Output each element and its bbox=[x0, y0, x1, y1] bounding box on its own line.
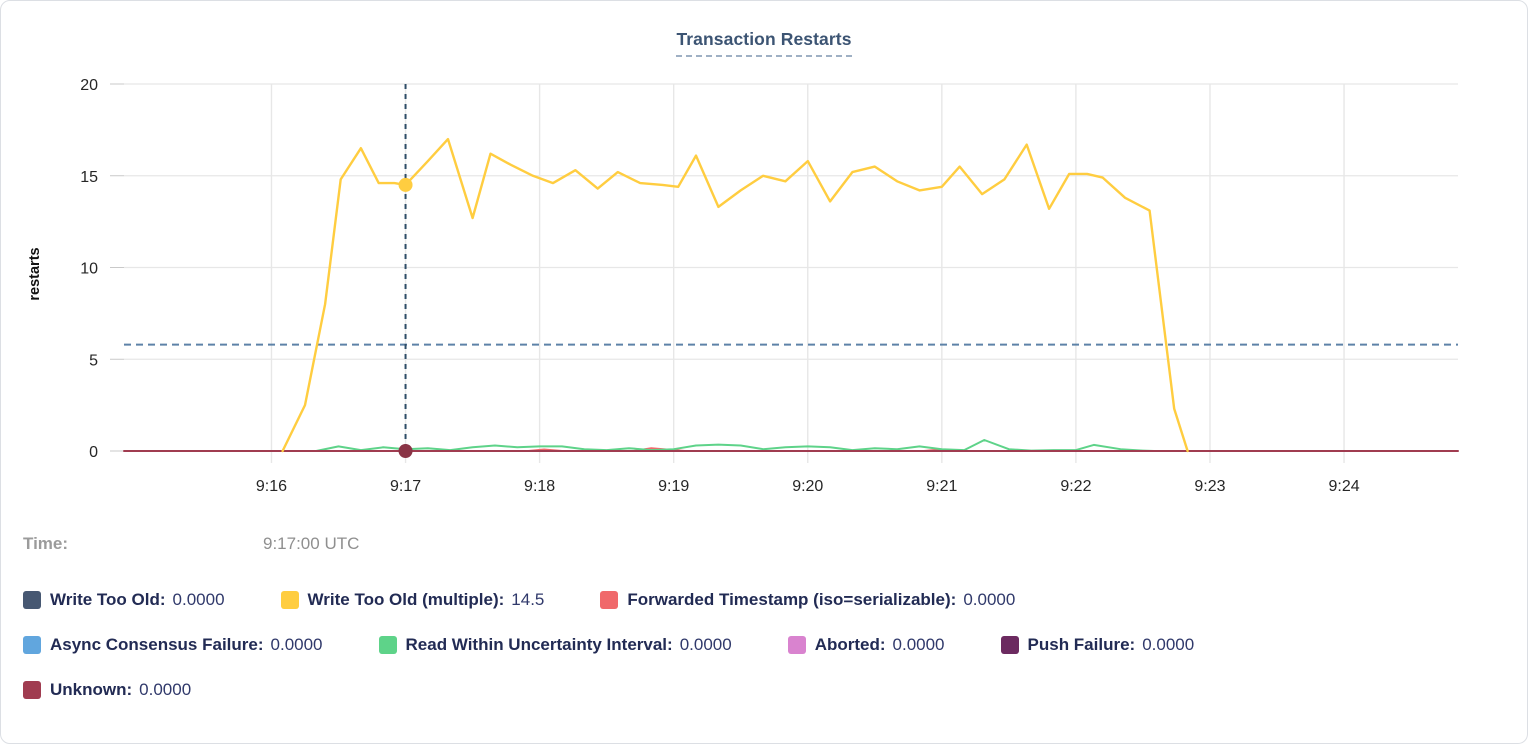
legend-value: 0.0000 bbox=[1142, 635, 1195, 654]
legend-swatch-async-consensus-failure bbox=[23, 636, 41, 654]
legend-item-read-within-uncertainty-interval[interactable]: Read Within Uncertainty Interval: 0.0000 bbox=[378, 635, 732, 655]
legend-swatch-push-failure bbox=[1000, 636, 1019, 654]
legend-row-1: Write Too Old: 0.0000 Write Too Old (multi… bbox=[23, 590, 1015, 610]
x-tick-label: 9:17 bbox=[390, 478, 421, 495]
legend-item-push-failure[interactable]: Push Failure: 0.0000 bbox=[1000, 635, 1195, 655]
legend-item-forwarded-timestamp-iso-serializable[interactable]: Forwarded Timestamp (iso=serializable): 0… bbox=[600, 590, 1015, 610]
legend-value: 0.0000 bbox=[963, 590, 1016, 609]
x-tick-label: 9:22 bbox=[1060, 478, 1091, 495]
legend-label: Async Consensus Failure: bbox=[50, 635, 264, 654]
x-tick-label: 9:19 bbox=[658, 478, 689, 495]
hover-time-value: 9:17:00 UTC bbox=[263, 534, 360, 553]
x-tick-label: 9:21 bbox=[926, 478, 957, 495]
legend-value: 0.0000 bbox=[172, 590, 225, 609]
legend-label: Read Within Uncertainty Interval: bbox=[405, 635, 673, 654]
legend-item-unknown[interactable]: Unknown: 0.0000 bbox=[23, 680, 191, 700]
hover-time-row: Time: 9:17:00 UTC bbox=[23, 534, 359, 554]
legend-item-async-consensus-failure[interactable]: Async Consensus Failure: 0.0000 bbox=[23, 635, 323, 655]
hover-marker-write-too-old-multiple bbox=[398, 177, 413, 192]
chart-title[interactable]: Transaction Restarts bbox=[676, 29, 852, 57]
x-tick-label: 9:16 bbox=[256, 478, 287, 495]
legend-value: 0.0000 bbox=[139, 680, 192, 699]
legend-row-2: Async Consensus Failure: 0.0000 Read Withi… bbox=[23, 635, 1194, 655]
series-line-write-too-old-multiple bbox=[281, 137, 1189, 453]
legend-item-write-too-old-multiple[interactable]: Write Too Old (multiple): 14.5 bbox=[280, 590, 545, 610]
hover-marker-unknown bbox=[398, 444, 413, 458]
legend-swatch-read-within-uncertainty-interval bbox=[378, 636, 397, 654]
series-line-read-within-uncertainty-interval bbox=[315, 439, 1156, 452]
y-tick-label: 0 bbox=[89, 444, 98, 461]
legend-swatch-forwarded-timestamp-iso-serializable bbox=[600, 591, 619, 609]
hover-time-label: Time: bbox=[23, 534, 69, 553]
y-tick-label: 15 bbox=[80, 169, 98, 186]
y-tick-label: 10 bbox=[80, 261, 98, 278]
legend-item-write-too-old[interactable]: Write Too Old: 0.0000 bbox=[23, 590, 225, 610]
legend-label: Write Too Old: bbox=[50, 590, 166, 609]
x-tick-label: 9:24 bbox=[1328, 478, 1359, 495]
legend-label: Unknown: bbox=[50, 680, 133, 699]
legend-label: Aborted: bbox=[814, 635, 886, 654]
x-tick-label: 9:20 bbox=[792, 478, 823, 495]
x-tick-label: 9:23 bbox=[1194, 478, 1225, 495]
legend-value: 0.0000 bbox=[270, 635, 323, 654]
legend-label: Forwarded Timestamp (iso=serializable): bbox=[627, 590, 957, 609]
y-tick-label: 5 bbox=[89, 352, 98, 369]
transaction-restarts-chart[interactable]: 0 5 10 15 20 9:16 9:17 9:18 9:19 9:20 9:21 9:22 9:23… bbox=[1, 1, 1528, 521]
legend-label: Write Too Old (multiple): bbox=[307, 590, 505, 609]
legend-swatch-aborted bbox=[787, 636, 806, 654]
legend-swatch-unknown bbox=[23, 681, 41, 699]
legend-value: 0.0000 bbox=[679, 635, 732, 654]
legend-label: Push Failure: bbox=[1027, 635, 1136, 654]
legend-value: 14.5 bbox=[511, 590, 545, 609]
legend-swatch-write-too-old-multiple bbox=[280, 591, 299, 609]
legend-row-3: Unknown: 0.0000 bbox=[23, 680, 191, 700]
y-tick-label: 20 bbox=[80, 77, 98, 94]
legend-item-aborted[interactable]: Aborted: 0.0000 bbox=[787, 635, 945, 655]
x-tick-label: 9:18 bbox=[524, 478, 555, 495]
legend-value: 0.0000 bbox=[892, 635, 945, 654]
chart-title-wrap: Transaction Restarts bbox=[1, 29, 1527, 57]
legend-swatch-write-too-old bbox=[23, 591, 41, 609]
